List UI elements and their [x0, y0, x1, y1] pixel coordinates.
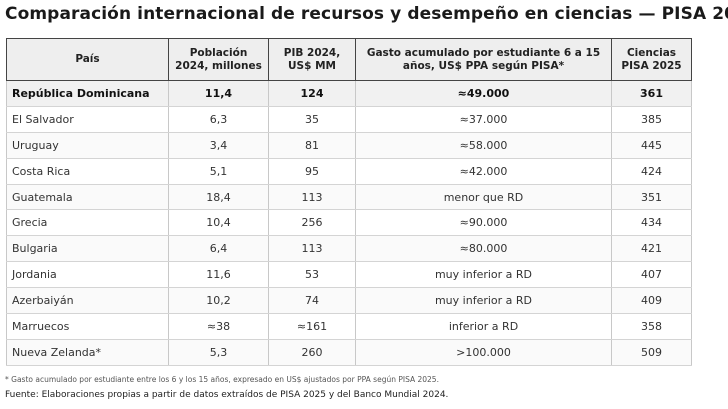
- cell-gdp: 53: [268, 261, 356, 289]
- cell-spending: ≈49.000: [355, 80, 612, 107]
- cell-gdp: 124: [268, 80, 356, 107]
- cell-country: El Salvador: [6, 106, 169, 133]
- cell-country: Uruguay: [6, 132, 169, 159]
- cell-science-score: 385: [611, 106, 692, 133]
- table-body: República Dominicana 11,4 124 ≈49.000 361 El …: [6, 80, 692, 366]
- cell-country: República Dominicana: [6, 80, 169, 107]
- header-spending: Gasto acumulado por estudiante 6 a 15 añ…: [355, 38, 612, 81]
- cell-science-score: 424: [611, 158, 692, 185]
- footnote: * Gasto acumulado por estudiante entre l…: [5, 375, 439, 384]
- cell-gdp: 95: [268, 158, 356, 185]
- cell-science-score: 421: [611, 235, 692, 263]
- cell-population: 11,6: [168, 261, 269, 289]
- cell-population: 3,4: [168, 132, 269, 159]
- table-row: Marruecos ≈38 ≈161 inferior a RD 358: [6, 313, 692, 340]
- table-row: El Salvador 6,3 35 ≈37.000 385: [6, 106, 692, 133]
- cell-spending: ≈37.000: [355, 106, 612, 133]
- cell-spending: muy inferior a RD: [355, 261, 612, 289]
- cell-population: 5,1: [168, 158, 269, 185]
- cell-country: Bulgaria: [6, 235, 169, 263]
- table-row: Uruguay 3,4 81 ≈58.000 445: [6, 132, 692, 159]
- cell-spending: >100.000: [355, 339, 612, 366]
- cell-country: Grecia: [6, 209, 169, 237]
- cell-gdp: 81: [268, 132, 356, 159]
- cell-country: Azerbaiyán: [6, 287, 169, 315]
- cell-country: Jordania: [6, 261, 169, 289]
- cell-spending: inferior a RD: [355, 313, 612, 340]
- table-row: Grecia 10,4 256 ≈90.000 434: [6, 209, 692, 237]
- cell-gdp: 260: [268, 339, 356, 366]
- table-row: Bulgaria 6,4 113 ≈80.000 421: [6, 235, 692, 263]
- page-title: Comparación internacional de recursos y …: [5, 4, 728, 24]
- cell-gdp: 35: [268, 106, 356, 133]
- cell-science-score: 361: [611, 80, 692, 107]
- cell-population: 10,4: [168, 209, 269, 237]
- cell-gdp: ≈161: [268, 313, 356, 340]
- cell-spending: ≈42.000: [355, 158, 612, 185]
- cell-population: 6,3: [168, 106, 269, 133]
- table-row: República Dominicana 11,4 124 ≈49.000 361: [6, 80, 692, 107]
- cell-science-score: 358: [611, 313, 692, 340]
- header-science-score: Ciencias PISA 2025: [611, 38, 692, 81]
- table-row: Costa Rica 5,1 95 ≈42.000 424: [6, 158, 692, 185]
- cell-science-score: 445: [611, 132, 692, 159]
- table-row: Guatemala 18,4 113 menor que RD 351: [6, 184, 692, 211]
- comparison-table: País Población 2024, millones PIB 2024, …: [6, 38, 692, 366]
- table-row: Azerbaiyán 10,2 74 muy inferior a RD 409: [6, 287, 692, 315]
- cell-country: Guatemala: [6, 184, 169, 211]
- cell-science-score: 509: [611, 339, 692, 366]
- header-country: País: [6, 38, 169, 81]
- cell-spending: ≈90.000: [355, 209, 612, 237]
- cell-population: ≈38: [168, 313, 269, 340]
- cell-spending: muy inferior a RD: [355, 287, 612, 315]
- cell-science-score: 434: [611, 209, 692, 237]
- cell-science-score: 351: [611, 184, 692, 211]
- table-row: Jordania 11,6 53 muy inferior a RD 407: [6, 261, 692, 289]
- table-header-row: País Población 2024, millones PIB 2024, …: [6, 38, 692, 81]
- cell-population: 6,4: [168, 235, 269, 263]
- cell-country: Nueva Zelanda*: [6, 339, 169, 366]
- cell-gdp: 74: [268, 287, 356, 315]
- cell-population: 18,4: [168, 184, 269, 211]
- cell-country: Marruecos: [6, 313, 169, 340]
- cell-country: Costa Rica: [6, 158, 169, 185]
- cell-science-score: 409: [611, 287, 692, 315]
- table-row: Nueva Zelanda* 5,3 260 >100.000 509: [6, 339, 692, 366]
- cell-population: 10,2: [168, 287, 269, 315]
- cell-gdp: 256: [268, 209, 356, 237]
- cell-population: 5,3: [168, 339, 269, 366]
- cell-spending: menor que RD: [355, 184, 612, 211]
- header-gdp: PIB 2024, US$ MM: [268, 38, 356, 81]
- cell-spending: ≈80.000: [355, 235, 612, 263]
- cell-gdp: 113: [268, 235, 356, 263]
- cell-gdp: 113: [268, 184, 356, 211]
- cell-population: 11,4: [168, 80, 269, 107]
- source-note: Fuente: Elaboraciones propias a partir d…: [5, 390, 449, 400]
- header-population: Población 2024, millones: [168, 38, 269, 81]
- cell-science-score: 407: [611, 261, 692, 289]
- cell-spending: ≈58.000: [355, 132, 612, 159]
